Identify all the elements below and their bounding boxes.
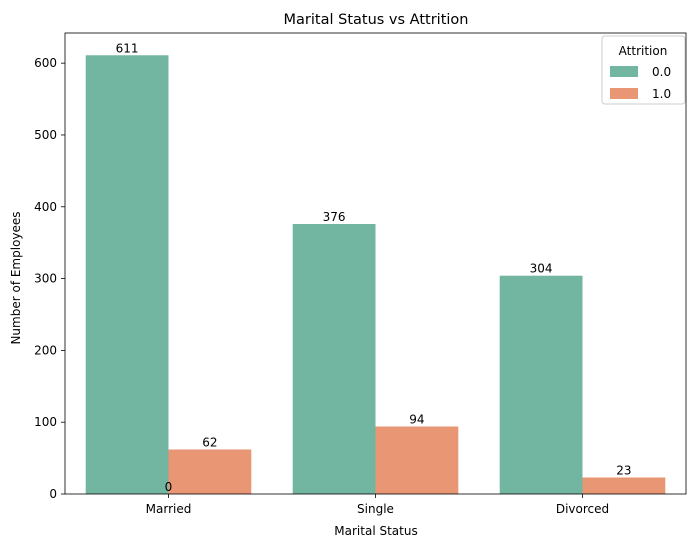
bar-married-series-0	[85, 55, 169, 494]
legend-label-series-0: 0.0	[652, 65, 671, 79]
y-tick-label: 200	[34, 343, 57, 357]
x-tick-label-single: Single	[357, 502, 394, 516]
x-axis-label: Marital Status	[334, 524, 417, 538]
bar-married-series-1	[168, 449, 252, 494]
data-labels-layer: 611 62 376 94 304 23 0	[116, 41, 632, 494]
legend-frame	[601, 35, 686, 105]
y-tick-label: 100	[34, 415, 57, 429]
data-label-single-series-0: 376	[323, 210, 346, 224]
bar-single-series-1	[375, 426, 459, 494]
legend-swatch-series-0	[610, 66, 638, 77]
data-label-married-series-0: 611	[116, 41, 139, 55]
data-label-divorced-series-0: 304	[530, 262, 553, 276]
axes-layer: 0 100 200 300 400 500 600 Married Single Divorced	[34, 32, 687, 516]
chart-title: Marital Status vs Attrition	[284, 12, 469, 28]
data-label-single-series-1: 94	[409, 413, 424, 427]
legend-swatch-series-1	[610, 88, 638, 99]
bar-divorced-series-1	[582, 477, 666, 494]
y-tick-label: 0	[49, 487, 57, 501]
y-tick-label: 500	[34, 128, 57, 142]
legend-label-series-1: 1.0	[652, 87, 671, 101]
x-tick-label-divorced: Divorced	[556, 502, 609, 516]
bar-single-series-0	[292, 224, 376, 494]
y-tick-label: 600	[34, 56, 57, 70]
y-axis-label: Number of Employees	[9, 211, 23, 344]
y-tick-label: 400	[34, 200, 57, 214]
legend-items: 0.0 1.0	[610, 65, 671, 101]
data-label-divorced-series-1: 23	[616, 463, 631, 477]
bars-layer	[85, 55, 666, 494]
y-tick-label: 300	[34, 272, 57, 286]
x-tick-label-married: Married	[146, 502, 192, 516]
legend-title: Attrition	[619, 44, 668, 58]
legend: Attrition 0.0 1.0	[601, 35, 686, 105]
annotation-0: 0	[165, 480, 173, 494]
data-label-married-series-1: 62	[202, 435, 217, 449]
bar-divorced-series-0	[499, 275, 583, 494]
